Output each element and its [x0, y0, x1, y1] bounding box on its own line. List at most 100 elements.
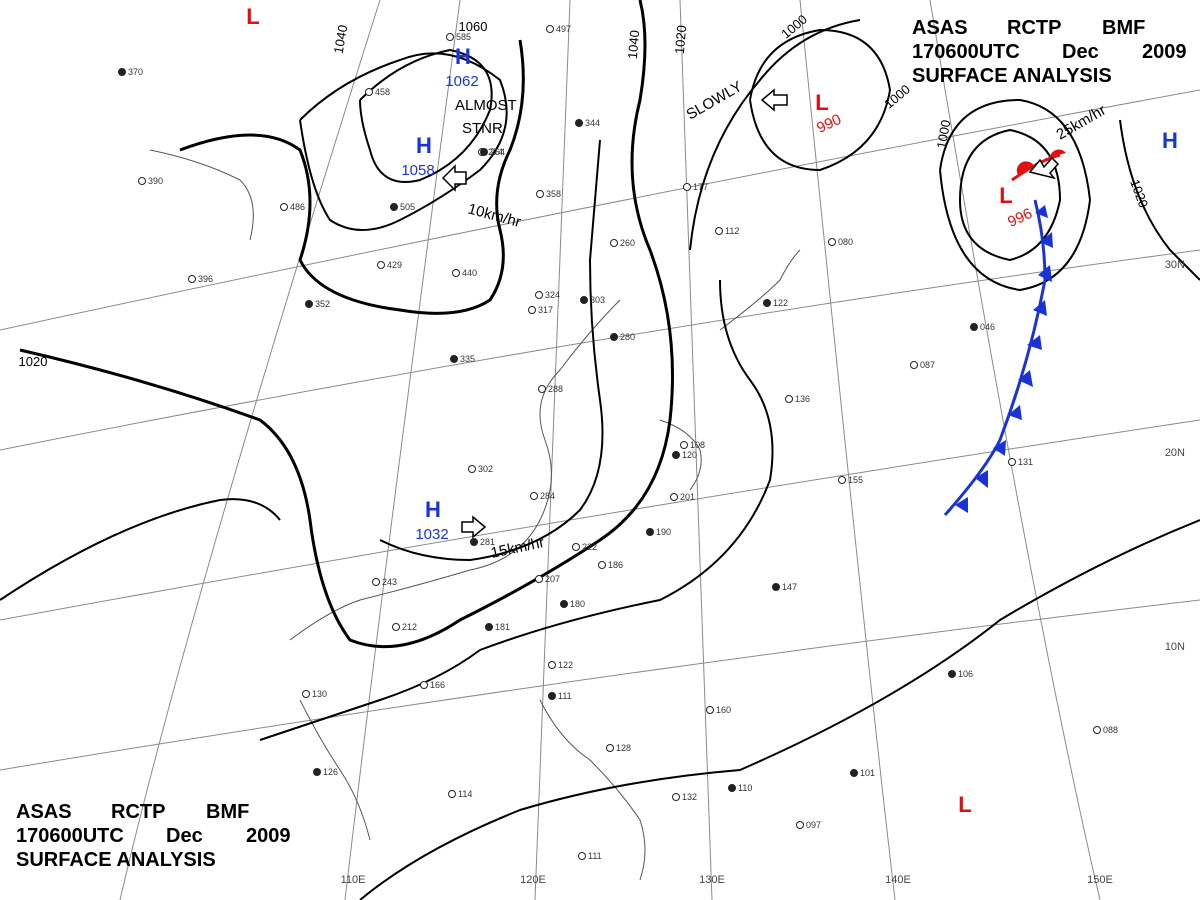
station-pressure: 429	[387, 260, 402, 270]
station-circle	[785, 395, 793, 403]
station-pressure: 110	[738, 783, 752, 793]
station-circle	[728, 784, 736, 792]
motion-label: ALMOST	[455, 97, 517, 114]
motion-arrow-996	[1028, 156, 1060, 180]
high-center-marker: H	[1162, 128, 1178, 153]
station-pressure: 274	[488, 147, 503, 157]
station-pressure: 122	[773, 298, 788, 308]
station-pressure: 114	[458, 789, 472, 799]
station-circle	[850, 769, 858, 777]
header-code: BMF	[206, 801, 250, 823]
station-circle	[646, 528, 654, 536]
station-circle	[485, 623, 493, 631]
station-circle	[452, 269, 460, 277]
station-circle	[970, 323, 978, 331]
station-pressure: 324	[545, 290, 560, 300]
station-circle	[118, 68, 126, 76]
station-circle	[610, 333, 618, 341]
station-circle	[838, 476, 846, 484]
station-circle	[313, 768, 321, 776]
station-circle	[772, 583, 780, 591]
isobar-label-1020-west: 1020	[19, 354, 48, 369]
station-pressure: 112	[725, 226, 739, 236]
station-circle	[470, 538, 478, 546]
station-pressure: 097	[806, 820, 821, 830]
station-circle	[372, 578, 380, 586]
header-time: 170600UTC	[912, 41, 1020, 63]
station-pressure: 243	[382, 577, 397, 587]
station-circle	[610, 239, 618, 247]
station-pressure: 132	[682, 792, 697, 802]
station-pressure: 108	[690, 440, 705, 450]
station-pressure: 486	[290, 202, 305, 212]
station-circle	[683, 183, 691, 191]
station-pressure: 106	[958, 669, 973, 679]
low-center-marker: L	[958, 792, 971, 817]
longitude-label: 140E	[885, 874, 911, 886]
station-pressure: 505	[400, 202, 415, 212]
station-pressure: 201	[680, 492, 695, 502]
station-pressure: 111	[558, 691, 572, 701]
station-circle	[828, 238, 836, 246]
station-circle	[468, 465, 476, 473]
station-circle	[670, 493, 678, 501]
station-circle	[390, 203, 398, 211]
station-pressure: 190	[656, 527, 671, 537]
station-pressure: 260	[620, 238, 635, 248]
station-pressure: 131	[1018, 457, 1033, 467]
header-year: 2009	[1142, 41, 1187, 63]
station-pressure: 155	[848, 475, 863, 485]
station-pressure: 440	[462, 268, 477, 278]
header-year: 2009	[246, 825, 291, 847]
station-circle	[1093, 726, 1101, 734]
high-center-marker: H	[416, 133, 432, 158]
high-pressure-value: 1058	[401, 162, 434, 179]
motion-arrow-1058	[441, 164, 467, 192]
station-circle	[420, 681, 428, 689]
station-pressure: 212	[402, 622, 417, 632]
header-title: SURFACE ANALYSIS	[912, 65, 1112, 87]
station-pressure: 458	[375, 87, 390, 97]
station-circle	[672, 451, 680, 459]
station-pressure: 497	[556, 24, 571, 34]
station-circle	[715, 227, 723, 235]
station-pressure: 303	[590, 295, 605, 305]
header-station: RCTP	[1007, 17, 1062, 39]
isobar-label-1060: 1060	[459, 19, 488, 34]
motion-arrows	[441, 88, 1060, 539]
station-circle	[560, 600, 568, 608]
station-pressure: 111	[588, 851, 602, 861]
station-pressure: 284	[540, 491, 555, 501]
station-pressure: 181	[495, 622, 510, 632]
station-circle	[580, 296, 588, 304]
high-pressure-value: 1062	[445, 73, 478, 90]
station-pressure: 317	[538, 305, 553, 315]
station-circle	[572, 543, 580, 551]
longitude-label: 150E	[1087, 874, 1113, 886]
station-circle	[365, 88, 373, 96]
longitude-label: 130E	[699, 874, 725, 886]
chart-header-bottom: ASAS RCTP BMF 170600UTC Dec 2009 SURFACE ANA…	[16, 800, 291, 872]
station-pressure: 147	[782, 582, 797, 592]
station-pressure: 390	[148, 176, 163, 186]
station-pressure: 585	[456, 32, 471, 42]
low-center-marker: L	[815, 90, 828, 115]
station-pressure: 344	[585, 118, 600, 128]
header-time: 170600UTC	[16, 825, 124, 847]
station-pressure: 122	[558, 660, 573, 670]
motion-label: SLOWLY	[684, 78, 746, 123]
isobar-label-1040-west: 1040	[331, 24, 351, 55]
station-circle	[528, 306, 536, 314]
motion-arrow-1032	[461, 515, 487, 539]
station-pressure: 370	[128, 67, 143, 77]
isobar-label-1000-b: 1000	[881, 82, 913, 112]
fronts	[943, 149, 1066, 516]
station-circle	[446, 33, 454, 41]
station-pressure: 177	[693, 182, 708, 192]
longitude-labels: 110E 120E 130E 140E 150E	[341, 874, 1113, 886]
station-pressure: 087	[920, 360, 935, 370]
station-circle	[538, 385, 546, 393]
station-pressure: 046	[980, 322, 995, 332]
latitude-label: 30N	[1165, 259, 1185, 271]
